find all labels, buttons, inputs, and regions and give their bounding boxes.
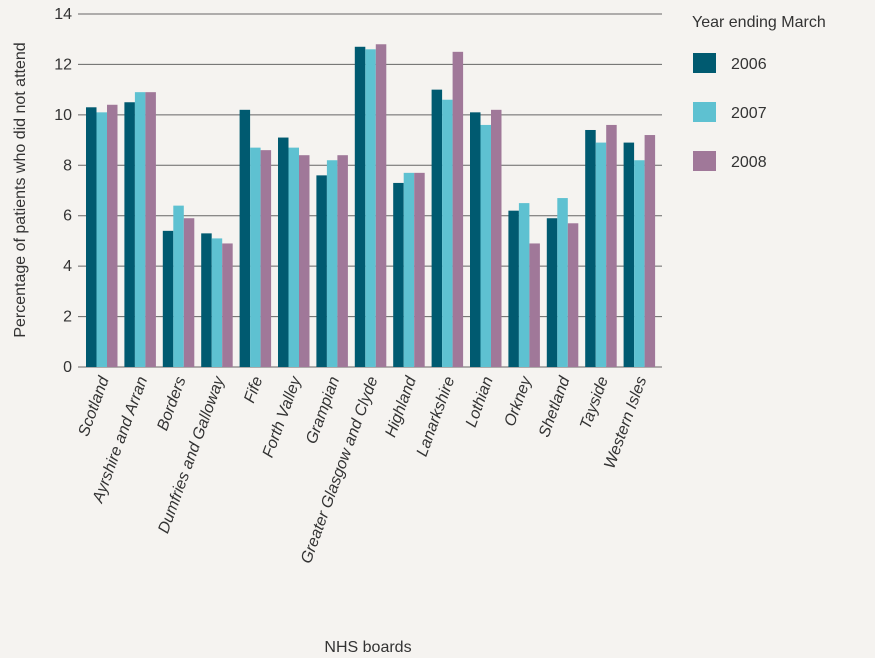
- bar-2008: [414, 172, 425, 367]
- bar-2007: [96, 112, 107, 367]
- x-tick-label: Shetland: [536, 373, 574, 439]
- legend-label-2006: 2006: [731, 56, 767, 73]
- bar-2008: [375, 44, 387, 367]
- bar-2007: [557, 198, 568, 367]
- bar-2007: [326, 160, 338, 367]
- bar-2007: [442, 99, 453, 367]
- bar-2008: [183, 218, 195, 367]
- bar-2008: [299, 155, 310, 367]
- bar-2006: [201, 233, 212, 367]
- bar-2008: [567, 223, 579, 367]
- bar-2008: [107, 104, 118, 368]
- bar-2007: [288, 147, 299, 367]
- legend-title: Year ending March: [692, 14, 826, 31]
- bar-2006: [162, 230, 174, 367]
- bar-2008: [145, 92, 156, 368]
- y-tick-label: 4: [63, 258, 72, 275]
- bar-2006: [623, 142, 635, 367]
- bar-2006: [86, 107, 97, 368]
- bars: [86, 44, 656, 368]
- x-tick-label: Forth Valley: [260, 374, 305, 460]
- x-tick-label: Orkney: [502, 374, 536, 429]
- x-tick-label: Scotland: [76, 373, 114, 438]
- bar-2007: [480, 124, 491, 367]
- x-tick-label: Lothian: [463, 374, 497, 429]
- bar-2007: [634, 160, 645, 367]
- bar-2008: [491, 109, 502, 368]
- legend-swatch-2007: [693, 102, 716, 122]
- bar-2006: [585, 129, 596, 367]
- x-tick-label: Highland: [382, 373, 420, 439]
- bar-2007: [365, 49, 376, 368]
- bar-2007: [518, 203, 530, 367]
- x-tick-label: Grampian: [303, 374, 343, 446]
- bar-2006: [393, 182, 404, 367]
- bar-2008: [452, 51, 464, 367]
- legend: 2006 2007 2008: [693, 53, 767, 171]
- x-tick-label: Fife: [241, 374, 266, 405]
- legend-label-2007: 2007: [731, 105, 767, 122]
- bar-2006: [354, 46, 366, 368]
- y-tick-label: 12: [54, 56, 72, 73]
- legend-swatch-2008: [693, 151, 716, 171]
- bar-2006: [316, 175, 327, 367]
- legend-label-2008: 2008: [731, 154, 767, 171]
- y-tick-label: 14: [54, 6, 72, 23]
- bar-2007: [211, 238, 223, 367]
- bar-2007: [134, 92, 146, 368]
- bar-2006: [431, 89, 443, 368]
- bar-2006: [124, 102, 135, 367]
- y-tick-label: 0: [63, 359, 72, 376]
- bar-2006: [239, 109, 251, 368]
- x-tick-label: Borders: [154, 374, 189, 432]
- bar-2008: [260, 150, 272, 367]
- y-axis-title: Percentage of patients who did not atten…: [12, 42, 29, 337]
- y-tick-label: 8: [63, 157, 72, 174]
- y-tick-label: 10: [54, 107, 72, 124]
- y-tick-label: 6: [63, 208, 72, 225]
- x-tick-label: Tayside: [577, 374, 612, 431]
- x-tick-label: Greater Glasgow and Clyde: [298, 374, 382, 565]
- bar-2008: [529, 243, 540, 367]
- bar-2008: [337, 155, 348, 367]
- bar-2006: [278, 137, 289, 367]
- bar-2007: [595, 142, 607, 367]
- y-tick-label: 2: [63, 309, 72, 326]
- bar-2008: [644, 135, 656, 367]
- legend-swatch-2006: [693, 53, 716, 73]
- bar-2008: [222, 243, 233, 367]
- bar-2006: [470, 112, 481, 367]
- x-tick-label: Lanarkshire: [414, 374, 459, 458]
- bar-2006: [546, 218, 558, 367]
- bar-2006: [508, 210, 519, 367]
- bar-2007: [173, 205, 184, 367]
- bar-2008: [606, 124, 617, 367]
- bar-2007: [403, 172, 415, 367]
- bar-2007: [250, 147, 261, 367]
- y-tick-labels: 0 2 4 6 8 10 12 14: [54, 6, 72, 376]
- x-axis-title: NHS boards: [324, 639, 411, 656]
